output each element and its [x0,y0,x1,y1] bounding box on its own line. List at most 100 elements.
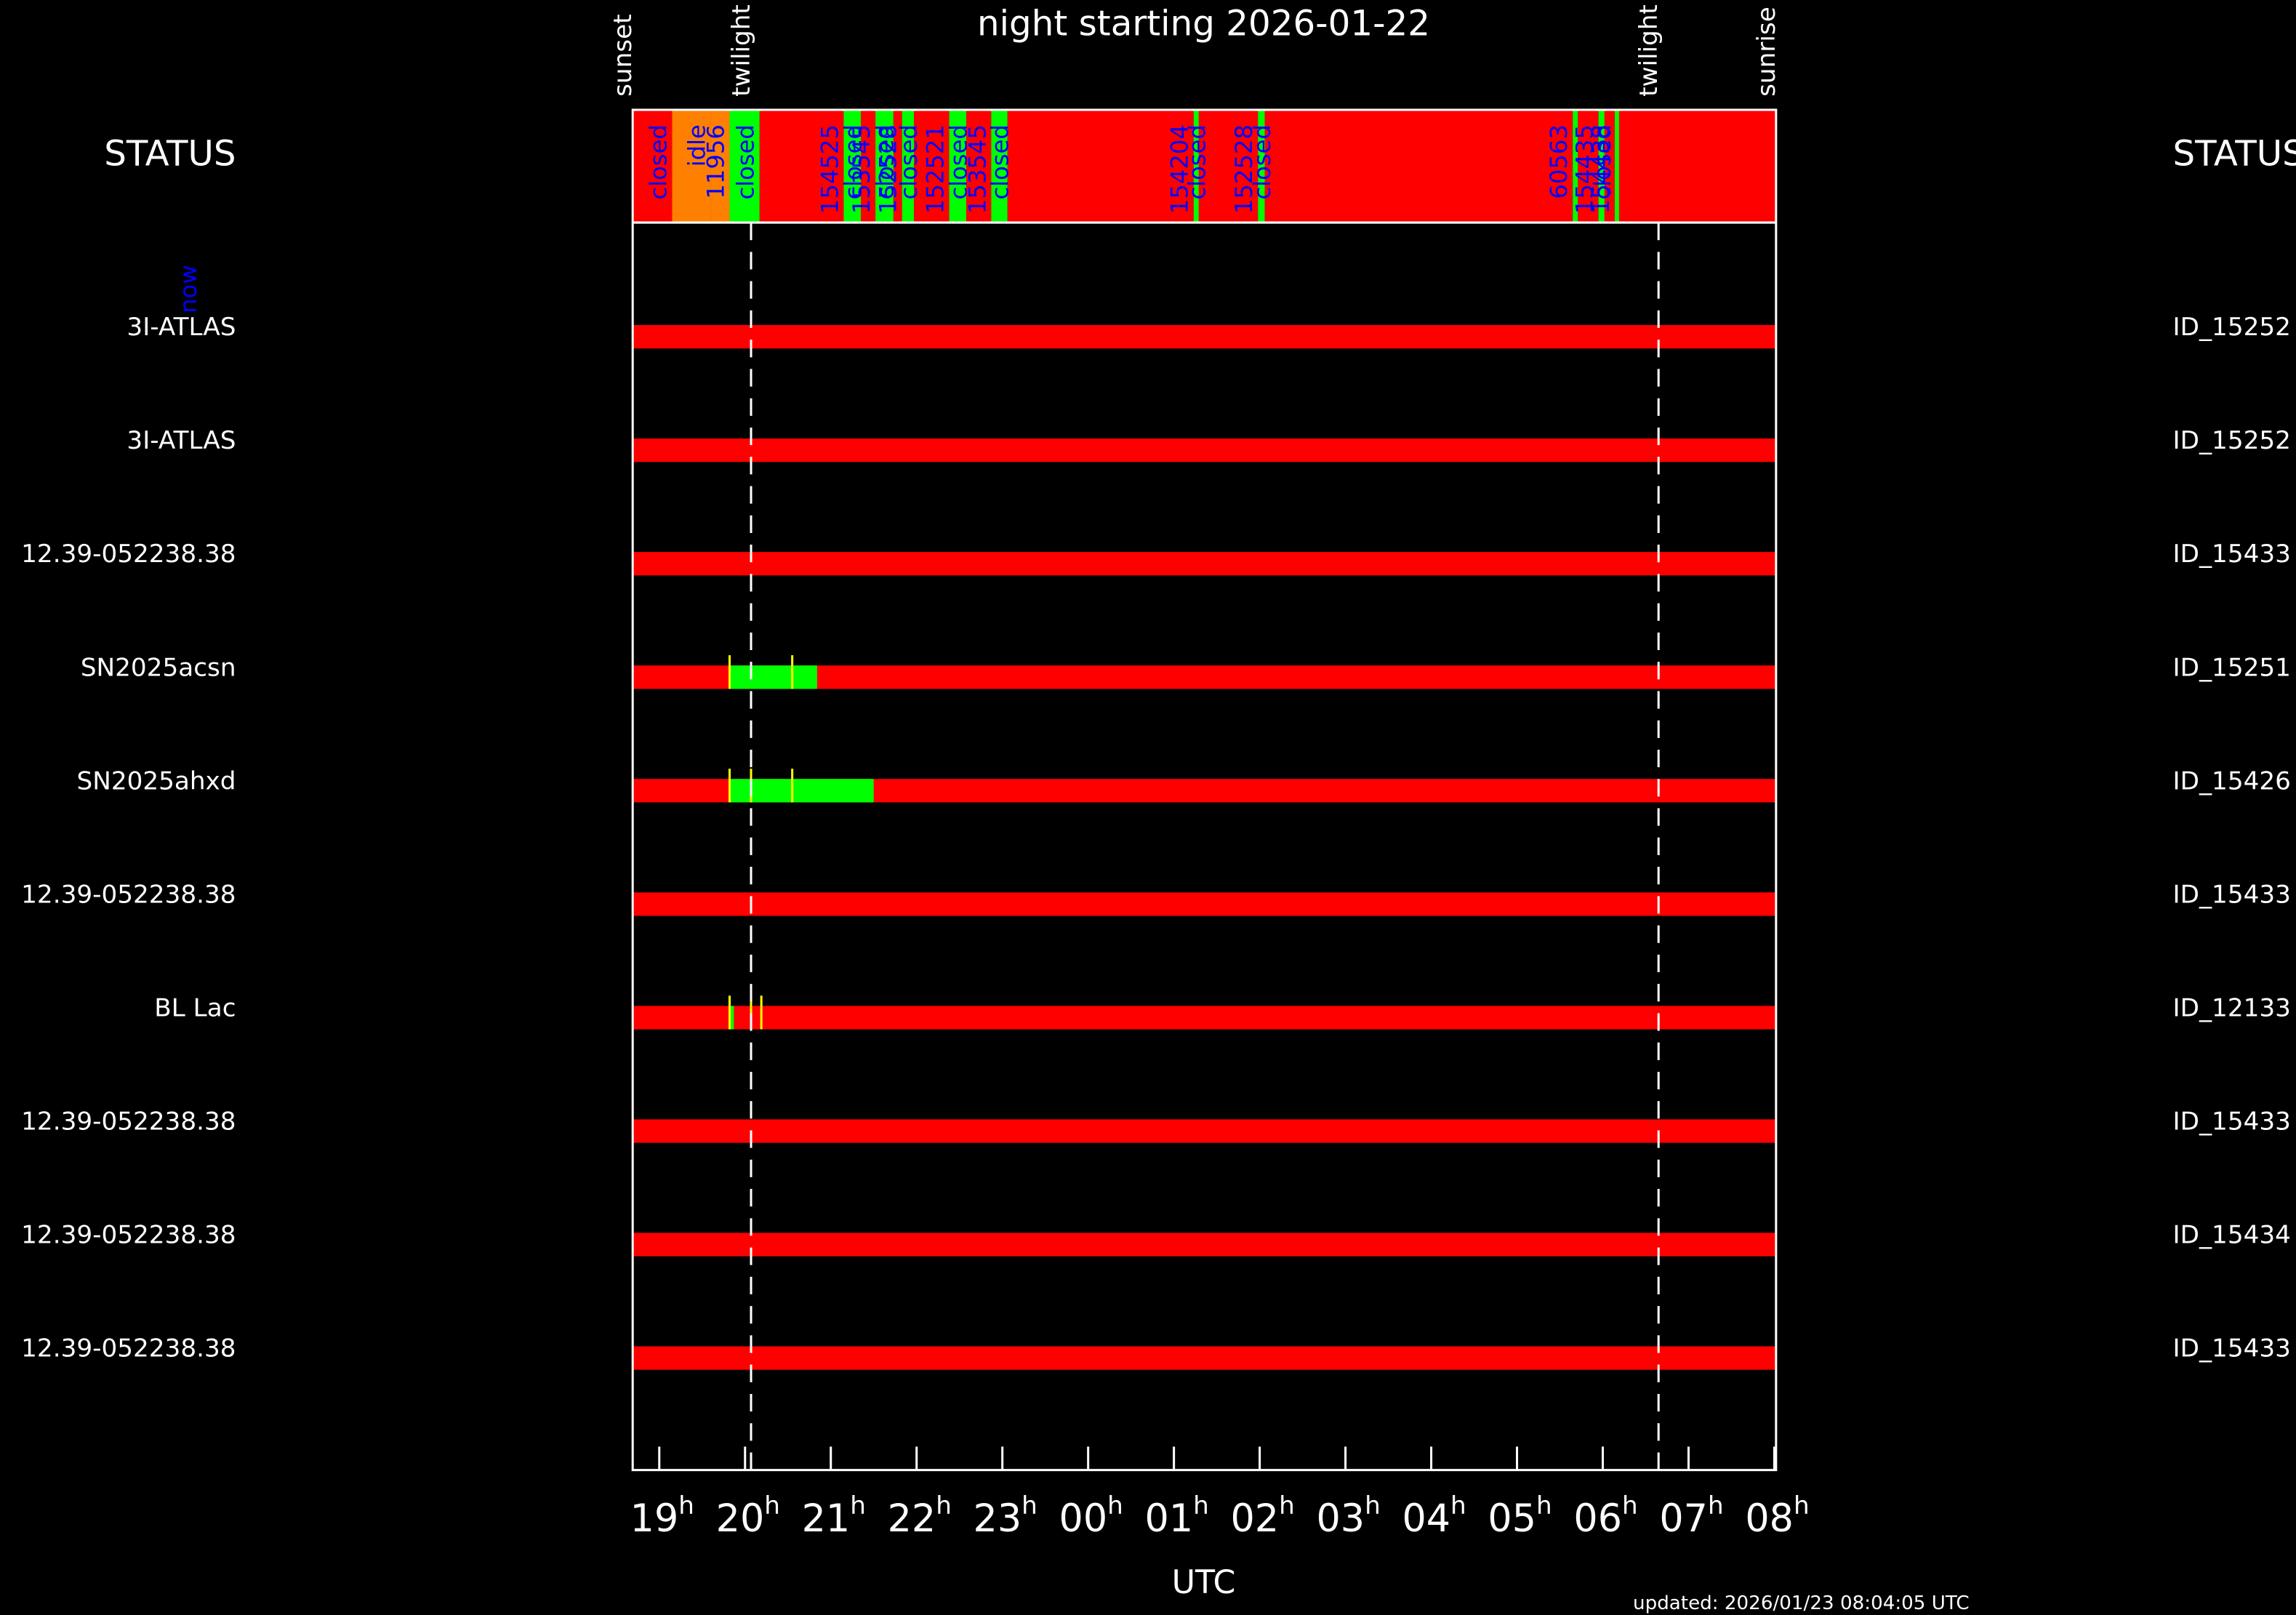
target-id: ID_15433 [2173,1107,2291,1136]
row-track [633,1119,1776,1143]
x-tick-unit: h [1021,1491,1037,1520]
status-label: closed [1183,124,1211,199]
status-segment [902,110,915,223]
row-track [633,1006,1776,1030]
status-segment [710,110,730,223]
status-segment [949,110,967,223]
status-segment [843,110,862,223]
x-tick-number: 03 [1316,1496,1365,1541]
status-segment [1264,110,1573,223]
status-label: closed [839,124,867,199]
status-segment [1007,110,1194,223]
x-tick-label: 23h [974,1491,1037,1541]
target-name: SN2025ahxd [76,766,236,796]
visibility-window [729,665,817,689]
visibility-window [729,1006,734,1030]
target-id: ID_12133 [2173,993,2291,1022]
event-label: twilight [1634,4,1663,97]
status-segment [991,110,1008,223]
target-name: BL Lac [154,993,236,1022]
status-label: 152521 [921,124,949,214]
target-name: SN2025acsn [81,653,236,682]
x-tick-unit: h [1536,1491,1552,1520]
target-id: ID_15252 [2173,426,2291,455]
target-name: 12.39-052238.38 [21,540,236,569]
status-segment [875,110,894,223]
x-tick-number: 08 [1745,1496,1794,1541]
row-track [633,1346,1776,1370]
status-segment [1578,110,1599,223]
x-tick-label: 03h [1316,1491,1380,1541]
visibility-window [729,779,874,803]
x-tick-unit: h [764,1491,780,1520]
target-id: ID_15433 [2173,540,2291,569]
x-tick-label: 02h [1230,1491,1294,1541]
row-track [633,438,1776,462]
x-tick-label: 08h [1745,1491,1809,1541]
target-id: ID_15434 [2173,1221,2291,1250]
x-tick-number: 22 [888,1496,936,1541]
status-label: 153545 [848,124,875,214]
x-tick-label: 21h [802,1491,866,1541]
status-label: 154435 [1571,124,1599,214]
target-id: ID_15433 [2173,880,2291,909]
x-axis-label: UTC [1172,1564,1236,1601]
x-tick-number: 06 [1573,1496,1622,1541]
target-id: ID_15433 [2173,1334,2291,1363]
status-label: closed [731,124,759,199]
x-tick-unit: h [1622,1491,1638,1520]
status-label: STATUS [104,134,236,175]
x-tick-number: 07 [1659,1496,1708,1541]
x-tick-number: 21 [802,1496,851,1541]
status-label: 152528 [1230,124,1258,214]
status-label: 154525 [816,124,843,214]
status-segment [914,110,950,223]
target-name: 12.39-052238.38 [21,1221,236,1250]
x-tick-number: 04 [1402,1496,1450,1541]
event-label: sunrise [1752,7,1781,97]
status-label: 152528 [875,124,902,214]
event-label: sunset [609,14,638,97]
event-label: twilight [727,4,756,97]
status-label: closed [895,124,923,199]
target-name: 3I-ATLAS [127,313,236,342]
status-label: closed [1589,124,1616,199]
x-tick-number: 20 [716,1496,765,1541]
status-label: closed [872,124,899,199]
x-tick-label: 01h [1145,1491,1209,1541]
row-track [633,665,1776,689]
x-tick-label: 06h [1573,1491,1637,1541]
status-label: 154204 [1166,124,1194,214]
target-name: 3I-ATLAS [127,426,236,455]
status-segment [893,110,902,223]
x-tick-number: 00 [1059,1496,1108,1541]
x-tick-number: 05 [1488,1496,1536,1541]
target-name: 12.39-052238.38 [21,880,236,909]
status-segment [1258,110,1265,223]
status-segment [1598,110,1605,223]
row-track [633,552,1776,576]
x-tick-unit: h [1107,1491,1123,1520]
plot-frame [631,108,1778,1472]
status-segment [966,110,992,223]
status-label: 153545 [963,124,991,214]
x-tick-label: 22h [888,1491,952,1541]
status-label: closed [987,124,1014,199]
x-tick-unit: h [1708,1491,1724,1520]
x-tick-unit: h [678,1491,694,1520]
status-label: 60563 [1545,124,1573,199]
x-tick-unit: h [1193,1491,1209,1520]
status-segment [861,110,876,223]
status-label: idle [683,124,711,167]
status-segment [1618,110,1776,223]
x-tick-label: 20h [716,1491,780,1541]
status-segment [1198,110,1259,223]
status-label: 154438 [1587,124,1615,214]
x-tick-label: 07h [1659,1491,1723,1541]
status-segment [729,110,760,223]
x-tick-label: 04h [1402,1491,1466,1541]
status-label: STATUS [2173,134,2296,175]
status-segment [759,110,844,223]
